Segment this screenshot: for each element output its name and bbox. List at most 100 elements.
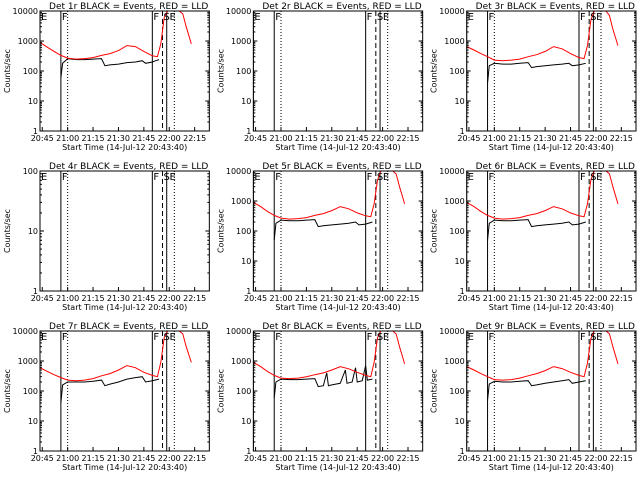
x-tick-label: 21:45 (559, 454, 582, 463)
x-tick-label: 22:00 (584, 454, 607, 463)
y-tick-label: 10000 (13, 327, 38, 336)
plot-area (466, 11, 619, 131)
flag-label: F (367, 332, 373, 343)
y-tick-label: 1 (246, 127, 251, 136)
flag-label: F (489, 12, 495, 23)
x-tick-label: 21:30 (107, 134, 130, 143)
y-tick-label: 10 (454, 257, 464, 266)
x-tick-label: 22:00 (158, 294, 181, 303)
y-tick-label: 100 (236, 67, 251, 76)
x-tick-label: 22:15 (396, 294, 419, 303)
x-tick-label: 21:30 (320, 294, 343, 303)
y-tick-label: 100 (236, 227, 251, 236)
flag-label: E (596, 172, 602, 183)
x-tick-label: 21:15 (508, 454, 531, 463)
y-tick-label: 10000 (226, 327, 251, 336)
y-tick-label: 10000 (439, 7, 464, 16)
x-tick-label: 20:45 (31, 294, 54, 303)
x-tick-label: 21:15 (82, 454, 105, 463)
y-axis-label: Counts/sec (216, 369, 225, 413)
flag-label: F (580, 12, 586, 23)
x-tick-label: 21:00 (269, 294, 292, 303)
x-tick-label: 21:30 (320, 134, 343, 143)
y-axis-label: Counts/sec (3, 369, 12, 413)
y-tick-label: 100 (449, 387, 464, 396)
y-axis-label: Counts/sec (430, 49, 439, 93)
x-tick-label: 20:45 (31, 134, 54, 143)
y-tick-label: 10 (28, 417, 38, 426)
y-axis-label: Counts/sec (3, 49, 12, 93)
x-axis-label: Start Time (14-Jul-12 20:43:40) (275, 303, 400, 312)
flag-label: F (489, 332, 495, 343)
plot-frame (466, 330, 637, 452)
plot-frame (39, 330, 210, 452)
flag-label: E (169, 12, 175, 23)
plot-frame (252, 10, 424, 132)
x-tick-label: 21:45 (132, 294, 155, 303)
flag-label: E (468, 332, 474, 343)
flag-label: F (580, 172, 586, 183)
flag-label: F (153, 172, 159, 183)
flag-label: S (590, 172, 596, 183)
x-tick-label: 21:00 (56, 454, 79, 463)
x-tick-label: 21:30 (320, 454, 343, 463)
x-tick-label: 21:15 (82, 134, 105, 143)
plot-frame (466, 170, 637, 292)
x-tick-label: 21:30 (534, 134, 557, 143)
x-tick-label: 21:00 (56, 134, 79, 143)
y-axis-label: Counts/sec (430, 369, 439, 413)
y-tick-label: 10000 (439, 167, 464, 176)
flag-label: E (596, 12, 602, 23)
y-tick-label: 1000 (444, 197, 464, 206)
series-line-lld (253, 171, 406, 220)
x-tick-label: 22:00 (584, 134, 607, 143)
y-axis-label: Counts/sec (216, 209, 225, 253)
flag-label: F (62, 172, 68, 183)
flag-label: F (153, 332, 159, 343)
chart-title: Det 7r BLACK = Events, RED = LLD (49, 322, 208, 332)
y-tick-label: 1000 (18, 37, 38, 46)
flag-label: S (590, 332, 596, 343)
series-line-lld (466, 171, 619, 220)
plot-frame (39, 10, 210, 132)
x-axis-label: Start Time (14-Jul-12 20:43:40) (489, 143, 614, 152)
chart-title: Det 1r BLACK = Events, RED = LLD (49, 2, 208, 12)
x-axis-label: Start Time (14-Jul-12 20:43:40) (62, 463, 187, 472)
x-tick-label: 21:00 (269, 134, 292, 143)
flag-label: F (275, 12, 281, 23)
flag-label: F (62, 12, 68, 23)
plot-area (40, 11, 192, 131)
x-tick-label: 21:45 (559, 294, 582, 303)
plot-area (466, 171, 619, 291)
chart-title: Det 2r BLACK = Events, RED = LLD (262, 2, 421, 12)
y-tick-label: 10000 (439, 327, 464, 336)
y-tick-label: 10 (241, 417, 251, 426)
y-tick-label: 10 (454, 97, 464, 106)
y-tick-label: 10000 (13, 7, 38, 16)
flag-label: S (377, 172, 383, 183)
x-tick-label: 22:00 (158, 454, 181, 463)
y-tick-label: 1000 (231, 357, 251, 366)
x-tick-label: 22:15 (183, 134, 206, 143)
x-tick-label: 22:15 (610, 134, 633, 143)
flag-label: S (377, 332, 383, 343)
x-tick-label: 21:30 (534, 454, 557, 463)
plot-area (253, 11, 389, 131)
flag-label: E (383, 12, 389, 23)
y-tick-label: 10 (28, 227, 38, 236)
y-axis-label: Counts/sec (430, 209, 439, 253)
x-tick-label: 21:15 (295, 454, 318, 463)
chart-title: Det 8r BLACK = Events, RED = LLD (262, 322, 421, 332)
y-tick-label: 1000 (444, 357, 464, 366)
x-tick-label: 22:15 (183, 454, 206, 463)
flag-label: E (383, 172, 389, 183)
y-tick-label: 1 (460, 127, 465, 136)
flag-label: F (153, 12, 159, 23)
x-tick-label: 22:15 (610, 294, 633, 303)
